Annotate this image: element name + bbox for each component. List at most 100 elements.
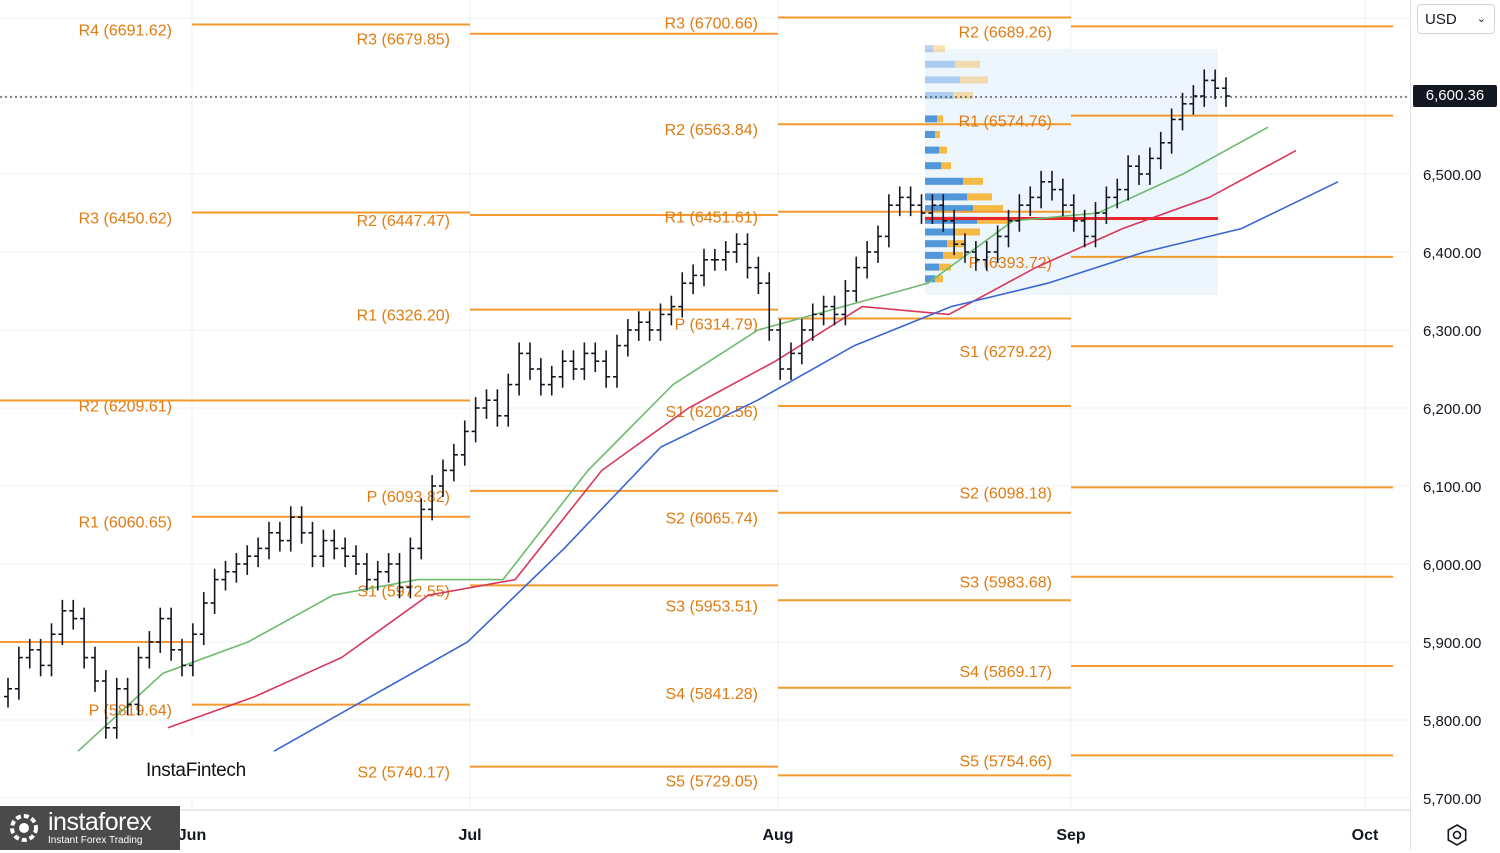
- price-bar: [308, 521, 317, 568]
- price-bar: [895, 186, 904, 217]
- price-bar: [14, 646, 23, 700]
- price-bar: [558, 350, 567, 388]
- price-bar: [199, 592, 208, 646]
- price-bar: [1037, 170, 1046, 209]
- price-bar: [254, 537, 263, 568]
- pivot-label: R1 (6574.76): [959, 114, 1052, 131]
- volume-bar-blue: [925, 131, 935, 138]
- price-bar: [852, 256, 861, 302]
- price-bar: [210, 568, 219, 614]
- volume-bar-blue: [925, 60, 955, 68]
- price-bar: [406, 537, 415, 599]
- price-bar: [808, 303, 817, 341]
- price-bar: [623, 319, 632, 357]
- price-bar: [58, 599, 67, 646]
- price-bar: [47, 623, 56, 677]
- price-bar: [4, 677, 12, 708]
- y-tick-label: 5,900.00: [1423, 635, 1481, 652]
- price-bar: [123, 677, 132, 716]
- price-bar: [1091, 202, 1100, 248]
- watermark-box: [138, 732, 262, 796]
- volume-bar-blue: [925, 162, 941, 170]
- price-bar: [591, 342, 600, 373]
- price-bar: [710, 248, 719, 271]
- price-bar: [634, 311, 643, 341]
- price-bar: [341, 537, 350, 568]
- pivot-label: R3 (6700.66): [665, 15, 758, 32]
- price-bar: [1222, 77, 1230, 107]
- price-bar: [515, 342, 524, 396]
- volume-bar-orange: [953, 92, 973, 99]
- price-bar: [982, 241, 991, 271]
- price-bar: [526, 342, 534, 380]
- price-bar: [482, 389, 491, 419]
- price-bar: [1167, 108, 1176, 154]
- y-tick-label: 6,300.00: [1423, 323, 1481, 340]
- price-bar: [1124, 155, 1133, 201]
- pivot-label: R1 (6451.61): [665, 210, 758, 227]
- price-bar: [569, 350, 578, 380]
- price-bar: [373, 560, 382, 591]
- volume-bar-blue: [925, 177, 963, 185]
- price-bar: [1135, 155, 1143, 185]
- y-tick-label: 6,200.00: [1423, 401, 1481, 418]
- price-bar: [36, 638, 45, 677]
- price-bar: [188, 623, 197, 677]
- x-tick-label: Jul: [458, 827, 481, 844]
- price-bar: [428, 475, 437, 521]
- price-bar: [156, 607, 165, 653]
- price-bar: [536, 358, 545, 396]
- price-bar: [243, 545, 252, 575]
- settings-icon[interactable]: [1444, 822, 1470, 848]
- volume-bar-blue: [925, 146, 939, 154]
- volume-bar-orange: [955, 60, 980, 68]
- pivot-label: S2 (6065.74): [665, 511, 758, 528]
- volume-bar-orange: [937, 115, 943, 123]
- volume-bar-blue: [925, 240, 947, 248]
- pivot-label: S1 (6279.22): [959, 344, 1052, 361]
- price-bar: [1058, 178, 1067, 217]
- y-tick-label: 6,000.00: [1423, 557, 1481, 574]
- price-bar: [449, 443, 458, 482]
- pivot-label: P (6314.79): [675, 316, 758, 333]
- price-bar: [678, 272, 687, 318]
- pivot-label: S2 (5740.17): [357, 765, 450, 782]
- pivot-label: P (5819.64): [89, 703, 172, 720]
- price-bar: [580, 342, 589, 380]
- pivot-label: R1 (6326.20): [357, 308, 450, 325]
- pivot-label: R2 (6447.47): [357, 213, 450, 230]
- price-bar: [971, 241, 980, 271]
- x-tick-label: Jun: [178, 827, 206, 844]
- price-bar: [1211, 69, 1220, 100]
- price-bar: [884, 194, 893, 248]
- price-bar: [330, 529, 339, 560]
- pivot-label: R3 (6450.62): [79, 211, 172, 228]
- pivot-label: S2 (6098.18): [959, 485, 1052, 502]
- price-chart[interactable]: R4 (6691.62) R3 (6450.62) R2 (6209.61) R1 (…: [0, 0, 1410, 850]
- price-bar: [1200, 69, 1209, 107]
- volume-bar-orange: [935, 275, 943, 283]
- price-bar: [819, 295, 828, 326]
- price-bar: [167, 607, 176, 661]
- price-bar: [504, 373, 513, 427]
- price-bar: [689, 264, 698, 295]
- moving-average-red: [167, 149, 1297, 729]
- price-bar: [319, 529, 328, 568]
- price-bar: [1026, 186, 1035, 217]
- price-bar: [667, 295, 676, 326]
- price-bar: [917, 194, 926, 224]
- price-bar: [928, 194, 937, 224]
- price-bar: [178, 638, 186, 677]
- price-bar: [69, 599, 78, 630]
- volume-bar-orange: [943, 251, 963, 259]
- price-bar: [1015, 194, 1024, 232]
- price-bar: [754, 256, 763, 295]
- price-axis[interactable]: 6,500.00 6,400.00 6,300.00 6,200.00 6,100.00…: [1410, 0, 1500, 850]
- currency-select[interactable]: USD ⌄: [1417, 4, 1495, 34]
- pivot-label: S4 (5869.17): [959, 664, 1052, 681]
- volume-profile-area: [925, 49, 1218, 295]
- volume-bar-orange: [955, 228, 980, 236]
- price-bar: [602, 350, 611, 388]
- moving-average-green: [77, 126, 1269, 752]
- volume-bar-orange: [973, 205, 1003, 213]
